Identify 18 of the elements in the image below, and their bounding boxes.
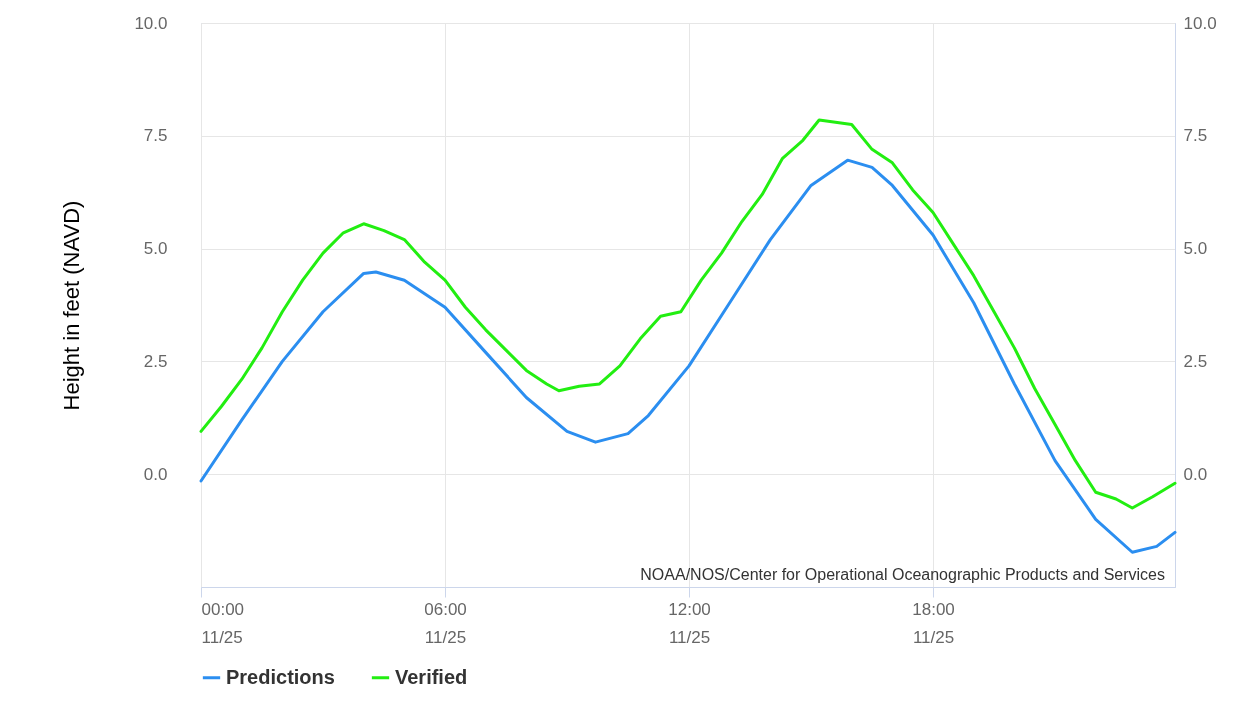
- y-tick-label: 7.5: [143, 126, 168, 146]
- x-tick-label: 18:00 11/25: [912, 599, 955, 647]
- annotation: NOAA/NOS/Center for Operational Oceanographic Products and Services: [640, 566, 1165, 583]
- x-tick-label: 12:00 11/25: [668, 599, 711, 647]
- legend-label: Predictions: [226, 665, 335, 688]
- y2-tick-label: 0.0: [1183, 464, 1208, 484]
- y-tick-label: 10.0: [134, 13, 168, 33]
- y-tick-label: 2.5: [143, 351, 168, 371]
- x-tick-label: 00:00 11/25: [201, 599, 245, 647]
- y-axis-title: Height in feet (NAVD): [59, 200, 85, 411]
- y2-tick-label: 7.5: [1183, 126, 1208, 146]
- y2-tick-label: 2.5: [1183, 351, 1208, 371]
- x-tick-label: 06:00 11/25: [424, 599, 467, 647]
- y-tick-label: 5.0: [143, 239, 168, 259]
- y-tick-label: 0.0: [143, 464, 168, 484]
- legend-label: Verified: [395, 665, 468, 688]
- y2-tick-label: 5.0: [1183, 239, 1208, 259]
- y2-tick-label: 10.0: [1183, 13, 1217, 33]
